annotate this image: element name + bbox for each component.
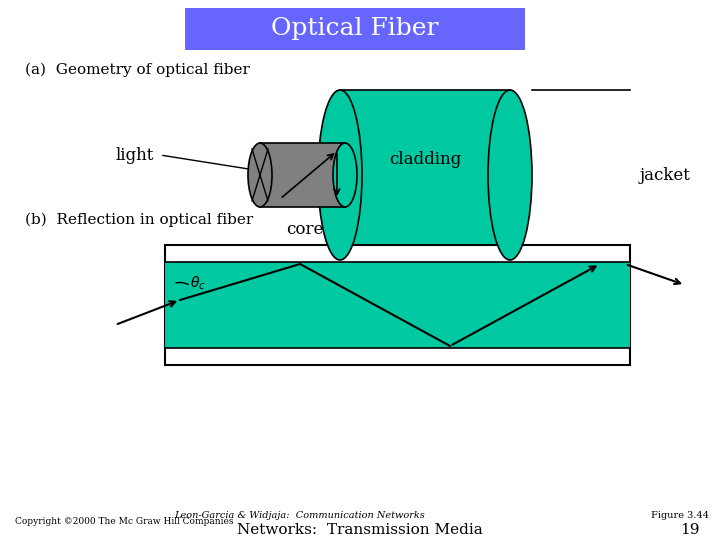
Bar: [165, 245, 630, 365]
Text: (a)  Geometry of optical fiber: (a) Geometry of optical fiber: [25, 63, 250, 77]
FancyBboxPatch shape: [185, 8, 525, 50]
Bar: [340, 90, 510, 260]
Text: Figure 3.44: Figure 3.44: [651, 510, 709, 519]
Bar: [165, 262, 630, 348]
Ellipse shape: [333, 143, 357, 207]
Bar: [260, 143, 345, 207]
Text: Leon-Garcia & Widjaja:  Communication Networks: Leon-Garcia & Widjaja: Communication Net…: [175, 510, 426, 519]
Text: core: core: [287, 220, 324, 238]
Text: (b)  Reflection in optical fiber: (b) Reflection in optical fiber: [25, 213, 253, 227]
Text: cladding: cladding: [389, 152, 461, 168]
Text: Networks:  Transmission Media: Networks: Transmission Media: [237, 523, 483, 537]
Ellipse shape: [318, 90, 362, 260]
Text: 19: 19: [680, 523, 700, 537]
Text: light: light: [116, 146, 154, 164]
Text: Copyright ©2000 The Mc Graw Hill Companies: Copyright ©2000 The Mc Graw Hill Compani…: [15, 517, 233, 526]
Text: jacket: jacket: [639, 166, 690, 184]
Ellipse shape: [248, 143, 272, 207]
Text: Optical Fiber: Optical Fiber: [271, 17, 438, 40]
Ellipse shape: [488, 90, 532, 260]
Text: $\theta_c$: $\theta_c$: [190, 275, 206, 292]
